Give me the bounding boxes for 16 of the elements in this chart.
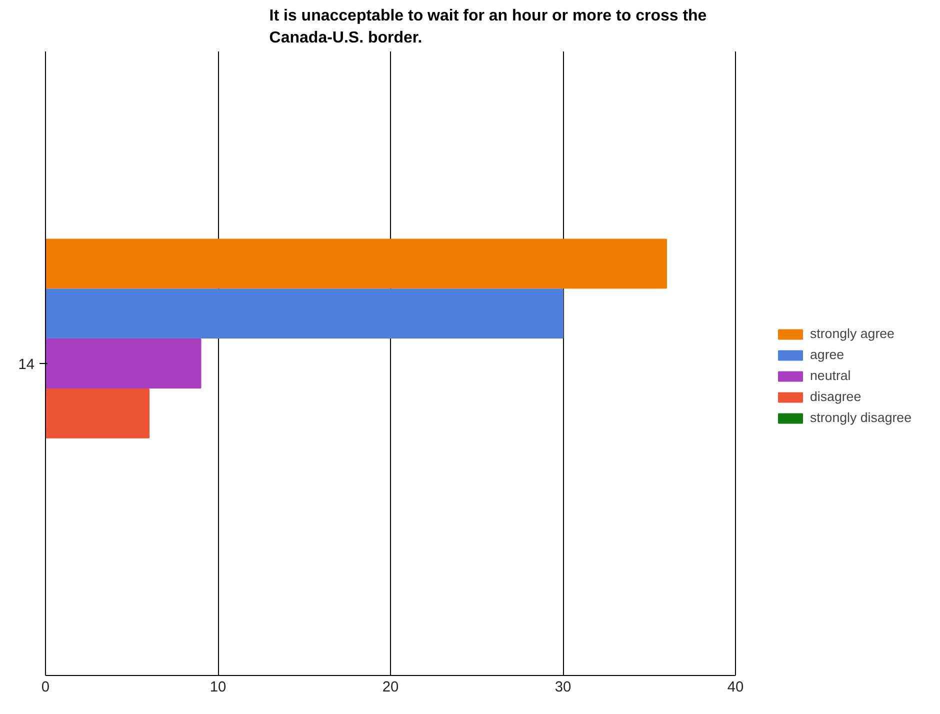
- x-tick-label: 30: [554, 680, 572, 696]
- bar: [46, 288, 564, 339]
- bar: [46, 238, 667, 289]
- legend-label: strongly disagree: [810, 410, 912, 425]
- chart-title: It is unacceptable to wait for an hour or more to cross the Canada-U.S. border.: [269, 7, 707, 46]
- legend-label: neutral: [810, 368, 852, 383]
- legend-label: strongly agree: [810, 326, 896, 341]
- x-tick-label: 10: [210, 680, 226, 696]
- x-tick-label: 0: [41, 680, 50, 696]
- bar: [46, 388, 150, 438]
- x-tick-label: 40: [727, 680, 744, 696]
- legend-label: disagree: [810, 389, 862, 404]
- bar: [46, 338, 202, 388]
- y-tick-label: 14: [18, 357, 35, 373]
- legend-label: agree: [810, 347, 846, 362]
- x-tick-label: 20: [382, 680, 399, 696]
